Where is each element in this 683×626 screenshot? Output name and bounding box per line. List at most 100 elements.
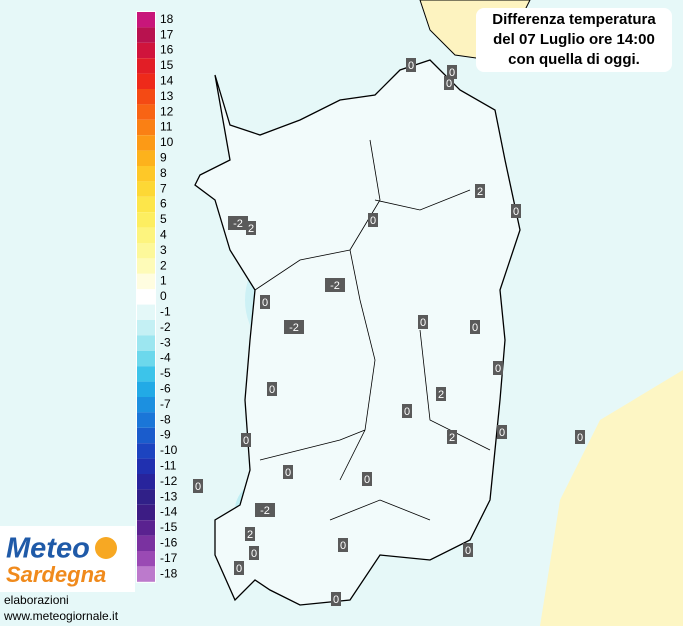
label-bg (241, 433, 251, 447)
map-label: 0 (251, 548, 257, 560)
credit: www.meteogiornale.it (3, 609, 119, 623)
label-bg (436, 387, 446, 401)
legend-swatch (137, 304, 155, 320)
map-label: 0 (577, 432, 583, 444)
label-bg (245, 527, 255, 541)
legend-swatch (137, 335, 155, 351)
legend-swatch (137, 89, 155, 105)
legend-swatch (137, 566, 155, 582)
legend-label: -8 (160, 412, 171, 426)
legend-swatch (137, 166, 155, 182)
label-bg (497, 425, 507, 439)
label-bg (193, 479, 203, 493)
legend-swatch (137, 520, 155, 536)
legend-label: 4 (160, 227, 167, 241)
legend-swatch (137, 104, 155, 120)
legend-swatch (137, 119, 155, 136)
map-label: -2 (260, 505, 270, 517)
legend-swatch (137, 181, 155, 197)
legend-label: 3 (160, 243, 167, 257)
map-label: -2 (289, 322, 299, 334)
label-bg (463, 543, 473, 557)
map-label: 0 (364, 474, 370, 486)
legend-swatch (137, 381, 155, 397)
map-label: -2 (233, 218, 243, 230)
map-label: 0 (513, 206, 519, 218)
legend-label: 9 (160, 150, 167, 164)
legend-label: -4 (160, 351, 171, 365)
legend-swatch (137, 366, 155, 382)
legend-swatch (137, 58, 155, 74)
legend-swatch (137, 227, 155, 243)
legend-label: 11 (160, 120, 173, 134)
label-bg (475, 184, 485, 198)
legend-label: 1 (160, 274, 167, 288)
map-label: 2 (247, 529, 253, 541)
label-bg (260, 295, 270, 309)
legend-label: -11 (160, 458, 177, 472)
map-label: 2 (248, 223, 254, 235)
legend-swatch (137, 196, 155, 213)
map-label: 0 (420, 317, 426, 329)
legend-label: 15 (160, 58, 174, 72)
map-label: 0 (472, 322, 478, 334)
legend-label: -14 (160, 505, 178, 519)
legend-swatch (137, 27, 155, 43)
legend-label: 7 (160, 181, 167, 195)
title-line: Differenza temperatura (492, 11, 656, 28)
legend-swatch (137, 135, 155, 151)
legend-label: 16 (160, 43, 174, 57)
legend-swatch (137, 42, 155, 59)
legend-label: -3 (160, 335, 171, 349)
label-bg (444, 76, 454, 90)
logo-sun (95, 537, 117, 559)
map-label: 0 (236, 563, 242, 575)
legend-label: -1 (160, 304, 171, 318)
legend-swatch (137, 427, 155, 444)
map-label: 0 (285, 467, 291, 479)
label-bg (362, 472, 372, 486)
legend-swatch (137, 412, 155, 428)
label-bg (249, 546, 259, 560)
label-bg (284, 320, 304, 334)
legend-label: 12 (160, 104, 174, 118)
label-bg (228, 216, 248, 230)
legend-swatch (137, 150, 155, 166)
legend-label: -18 (160, 566, 178, 580)
map-label: 0 (262, 297, 268, 309)
legend-swatch (137, 289, 155, 305)
legend-swatch (137, 535, 155, 551)
map-label: 2 (477, 186, 483, 198)
title-line: del 07 Luglio ore 14:00 (493, 31, 655, 48)
legend-label: 2 (160, 258, 167, 272)
map-label: 0 (446, 78, 452, 90)
map-label: 0 (195, 481, 201, 493)
legend-label: 14 (160, 73, 174, 87)
legend-swatch (137, 551, 155, 567)
legend-label: -2 (160, 320, 171, 334)
mainland-zone (540, 370, 683, 626)
label-bg (368, 213, 378, 227)
legend-swatch (137, 443, 155, 459)
logo-line2: Sardegna (6, 562, 106, 587)
label-bg (267, 382, 277, 396)
legend-label: -12 (160, 474, 178, 488)
label-bg (493, 361, 503, 375)
boundaries (254, 139, 491, 521)
label-bg (575, 430, 585, 444)
legend-swatch (137, 212, 155, 228)
legend-label: 6 (160, 197, 167, 211)
legend-swatch (137, 489, 155, 505)
legend-label: -10 (160, 443, 178, 457)
map-label: 0 (269, 384, 275, 396)
label-bg (402, 404, 412, 418)
legend-label: 18 (160, 12, 174, 26)
credit: elaborazioni (4, 593, 69, 607)
label-bg (331, 592, 341, 606)
legend-label: 8 (160, 166, 167, 180)
label-bg (511, 204, 521, 218)
legend-swatch (137, 320, 155, 336)
legend-swatch (137, 504, 155, 521)
label-bg (234, 561, 244, 575)
